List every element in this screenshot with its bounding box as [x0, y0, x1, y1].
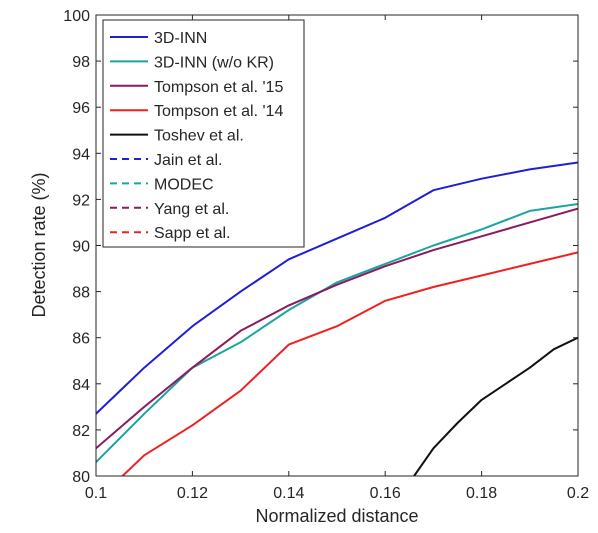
legend-label-3d-inn-w-o-kr: 3D-INN (w/o KR) [154, 54, 274, 71]
series-line-3d-inn [96, 161, 578, 415]
series-line-3d-inn-w-o-kr [96, 203, 578, 464]
y-tick-label: 90 [72, 239, 90, 256]
y-tick-label: 84 [72, 377, 90, 394]
legend-label-tompson-et-al-14: Tompson et al. '14 [154, 103, 283, 120]
legend-box [102, 19, 305, 248]
y-tick-label: 100 [63, 8, 90, 25]
x-tick-label: 0.18 [466, 485, 497, 502]
legend-label-toshev-et-al: Toshev et al. [154, 128, 244, 145]
series-layer [96, 161, 578, 476]
x-tick-label: 0.14 [273, 485, 304, 502]
y-tick-label: 82 [72, 423, 90, 440]
legend-label-yang-et-al: Yang et al. [154, 201, 229, 218]
x-tick-label: 0.16 [370, 485, 401, 502]
y-tick-label: 86 [72, 331, 90, 348]
legend-label-tompson-et-al-15: Tompson et al. '15 [154, 79, 283, 96]
legend-label-sapp-et-al: Sapp et al. [154, 225, 231, 242]
y-axis-label: Detection rate (%) [29, 172, 49, 317]
series-line-tompson-et-al-14 [121, 251, 578, 476]
legend: 3D-INN 3D-INN (w/o KR) Tompson et al. '15 T… [102, 19, 305, 248]
y-tick-label: 80 [72, 469, 90, 486]
x-tick-label: 0.1 [85, 485, 107, 502]
y-tick-label: 88 [72, 285, 90, 302]
x-axis-label: Normalized distance [255, 506, 418, 526]
legend-label-jain-et-al: Jain et al. [154, 152, 222, 169]
x-tick-label: 0.12 [177, 485, 208, 502]
axis-ticks: 0.1 0.12 0.14 0.16 0.18 0.2 80 82 84 86 88 90 92 94 96… [63, 8, 589, 502]
legend-label-3d-inn: 3D-INN [154, 30, 207, 47]
x-tick-label: 0.2 [567, 485, 589, 502]
y-tick-label: 92 [72, 192, 90, 209]
y-tick-label: 98 [72, 54, 90, 71]
series-line-toshev-et-al [413, 336, 578, 476]
y-tick-label: 94 [72, 146, 90, 163]
legend-label-modec: MODEC [154, 176, 214, 193]
series-line-tompson-et-al-15 [96, 207, 578, 450]
y-tick-label: 96 [72, 100, 90, 117]
